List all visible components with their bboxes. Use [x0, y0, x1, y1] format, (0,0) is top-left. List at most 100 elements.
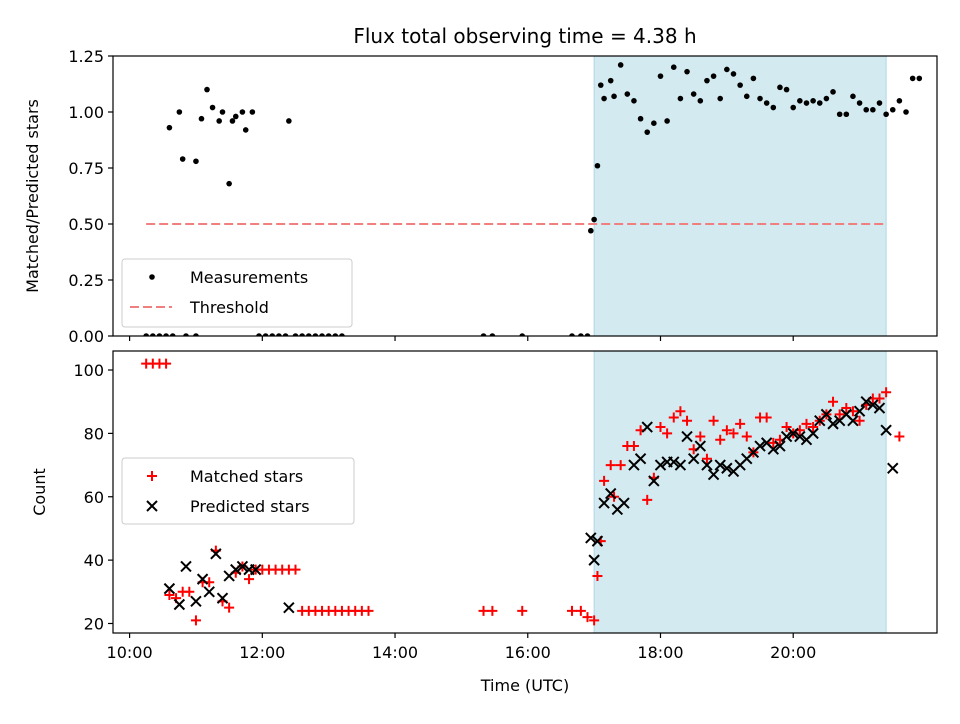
top-series0-point-20: [242, 127, 249, 133]
top-series0-point-23: [262, 333, 269, 336]
bottom-series1-point-56: [860, 395, 872, 408]
bottom-series0-point-54: [662, 428, 673, 439]
bottom-series0-point-37: [517, 605, 528, 616]
xtick-label-4: 18:00: [637, 643, 683, 662]
top-ytick-label-0: 0.00: [68, 327, 104, 346]
top-series0-point-73: [777, 84, 783, 91]
bottom-series0-point-51: [642, 494, 653, 505]
bottom-series1-point-45: [787, 427, 799, 440]
bottom-series0-point-41: [589, 615, 600, 626]
bottom-series1-point-35: [721, 462, 733, 474]
bottom-series1-point-27: [668, 456, 680, 468]
bottom-series0-point-49: [628, 441, 639, 452]
top-plot-area: [143, 62, 923, 336]
top-series0-point-7: [166, 124, 173, 131]
top-series0-point-84: [850, 93, 856, 100]
top-series0-point-48: [611, 93, 617, 100]
bottom-series0-point-80: [834, 409, 845, 420]
top-series0-point-67: [737, 82, 743, 88]
top-series0-point-53: [644, 129, 651, 135]
bottom-series0-point-55: [668, 412, 679, 423]
bottom-series1-point-55: [853, 405, 866, 417]
top-series0-point-12: [204, 86, 210, 93]
bottom-series0-point-88: [894, 431, 905, 442]
bottom-series0-point-75: [801, 418, 812, 429]
top-series0-point-17: [229, 118, 236, 124]
top-series0-point-75: [790, 104, 797, 111]
top-ytick-label-4: 1.00: [68, 103, 104, 122]
top-series0-point-49: [617, 62, 624, 68]
bottom-series1-point-43: [774, 440, 786, 452]
top-series0-point-62: [704, 77, 710, 84]
bottom-series1-point-31: [694, 440, 707, 452]
bottom-series1-point-25: [654, 459, 667, 471]
bottom-legend-label-0: Matched stars: [190, 467, 303, 486]
bottom-series1-point-6: [210, 548, 222, 560]
bottom-legend-box: [121, 457, 355, 525]
bottom-series1-point-22: [634, 453, 647, 465]
top-legend-marker-0: [149, 274, 155, 280]
bottom-series0-point-81: [841, 403, 852, 414]
bottom-series0-point-65: [735, 418, 746, 429]
bottom-series1-point-42: [767, 443, 780, 455]
top-series0-point-89: [883, 111, 889, 118]
top-series0-point-56: [664, 118, 670, 124]
bottom-series1-point-23: [641, 421, 653, 433]
bottom-series1-point-1: [173, 598, 186, 611]
bottom-series1-point-18: [605, 487, 617, 500]
bottom-ytick-label-2: 60: [84, 488, 104, 507]
bottom-series0-point-13: [224, 602, 235, 613]
bottom-series1-point-24: [648, 475, 660, 487]
bottom-series1-point-3: [190, 595, 202, 608]
bottom-series0-point-59: [695, 431, 706, 442]
bottom-series1-point-60: [887, 462, 899, 474]
bottom-legend-marker-0: [147, 471, 157, 481]
top-series0-point-38: [519, 333, 526, 336]
top-series0-point-2: [156, 333, 163, 336]
bottom-series1-point-20: [618, 497, 630, 509]
top-series0-point-87: [870, 106, 876, 113]
bottom-series1-point-17: [598, 497, 610, 509]
top-series0-point-43: [591, 216, 597, 223]
top-series0-point-88: [876, 100, 883, 106]
bottom-series0-point-44: [599, 475, 610, 486]
bottom-series1-point-57: [867, 399, 879, 411]
top-series0-point-8: [176, 109, 183, 115]
top-legend-label-1: Threshold: [189, 298, 269, 317]
bottom-series0-point-8: [190, 615, 201, 626]
top-series0-point-82: [836, 111, 843, 118]
bottom-series1-point-16: [591, 535, 604, 547]
bottom-series0-point-56: [675, 406, 686, 417]
bottom-series1-point-54: [847, 415, 859, 427]
top-series0-point-69: [750, 75, 757, 82]
top-series0-point-41: [584, 333, 591, 336]
xlabel: Time (UTC): [480, 676, 569, 695]
bottom-series0-point-76: [808, 422, 819, 433]
top-series0-point-44: [594, 162, 601, 169]
top-legend-box: [121, 258, 353, 328]
top-ytick-label-3: 0.75: [68, 159, 104, 178]
bottom-series0-point-45: [605, 460, 616, 471]
bottom-series0-point-72: [781, 422, 792, 433]
top-ylabel: Matched/Predicted stars: [23, 99, 42, 293]
bottom-series0-point-57: [682, 415, 693, 426]
top-series0-point-37: [489, 333, 496, 336]
top-series0-point-83: [843, 111, 850, 118]
top-series0-point-26: [282, 333, 289, 336]
top-highlight-span: [593, 55, 887, 337]
bottom-series0-point-69: [761, 412, 772, 423]
top-series0-point-33: [332, 333, 339, 336]
top-series0-point-76: [797, 98, 803, 104]
top-series0-point-34: [339, 333, 345, 336]
bottom-series1-point-0: [163, 582, 176, 595]
bottom-series0-point-47: [615, 460, 626, 471]
top-series0-point-32: [325, 333, 332, 336]
top-series0-point-18: [232, 113, 239, 120]
bottom-axes-frame: [112, 350, 938, 634]
bottom-series0-point-40: [582, 612, 593, 623]
bottom-series1-point-48: [807, 427, 819, 440]
bottom-series1-point-58: [873, 402, 886, 414]
top-series0-point-79: [816, 100, 823, 106]
top-series0-point-36: [480, 333, 487, 336]
top-series0-point-91: [896, 98, 903, 104]
